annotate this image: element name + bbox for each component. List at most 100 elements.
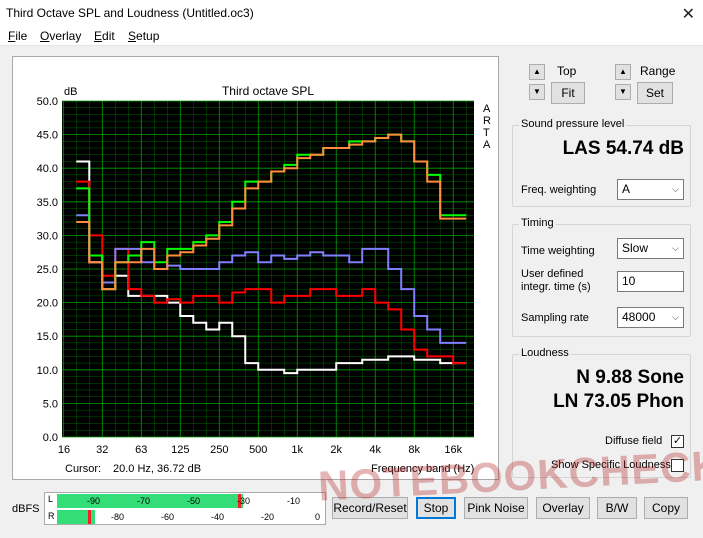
time-weighting-select[interactable]: Slow ⌵ [617,238,684,259]
meter-left-peak [238,494,241,508]
range-label: Range [640,64,676,78]
chart-title: Third octave SPL [222,84,314,98]
meter-top-tick: -30 [237,496,251,506]
close-icon[interactable]: ✕ [681,4,695,23]
range-down-button[interactable]: ▼ [615,84,631,100]
x-tick-label: 16k [444,444,462,456]
overlay-button[interactable]: Overlay [536,497,590,519]
series-line-0 [76,160,467,375]
x-tick-label: 4k [369,444,381,456]
meter-right-bar [57,510,95,524]
freq-weighting-select[interactable]: A ⌵ [617,179,684,200]
freq-weighting-label: Freq. weighting [521,184,597,196]
loudness-group-title: Loudness [519,347,571,359]
sampling-rate-select[interactable]: 48000 ⌵ [617,307,684,328]
y-unit-label: dB [64,86,77,98]
plot-series [76,133,467,375]
meter-bottom-tick: -60 [161,512,175,522]
series-line-1 [76,180,467,365]
y-tick-label: 15.0 [37,331,58,343]
arta-letter-t: T [483,127,490,139]
window-title: Third Octave SPL and Loudness (Untitled.… [6,6,254,20]
x-tick-label: 32 [96,444,108,456]
graph-panel: 50.0 45.0 40.0 35.0 30.0 25.0 20.0 15.0 10.0 5.0 0… [12,56,499,480]
y-tick-label: 25.0 [37,264,58,276]
x-tick-label: 2k [330,444,342,456]
cursor-value: 20.0 Hz, 36.72 dB [113,463,201,475]
meter-top-tick: -90 [87,496,101,506]
title-bar: Third Octave SPL and Loudness (Untitled.… [0,0,703,26]
user-defined-label: User defined [521,268,584,280]
meter-right-peak [88,510,91,524]
y-tick-labels: 50.0 45.0 40.0 35.0 30.0 25.0 20.0 15.0 10.0 5.0 0… [37,96,58,444]
y-tick-label: 40.0 [37,163,58,175]
dbfs-label: dBFS [12,503,40,515]
meter-top-tick: -10 [287,496,301,506]
range-up-button[interactable]: ▲ [615,64,631,80]
show-specific-loudness-checkbox[interactable] [671,459,684,472]
sampling-rate-value: 48000 [622,310,656,324]
menu-file[interactable]: File [8,29,28,43]
copy-button[interactable]: Copy [644,497,688,519]
menu-overlay[interactable]: Overlay [40,29,82,43]
loudness-ln-value: LN 73.05 Phon [553,391,684,412]
y-tick-label: 10.0 [37,365,58,377]
spl-group-title: Sound pressure level [519,118,627,130]
loudness-n-value: N 9.88 Sone [576,367,684,388]
meter-bottom-tick: -40 [211,512,225,522]
x-tick-label: 500 [249,444,267,456]
x-tick-label: 63 [135,444,147,456]
meter-top-tick: -50 [187,496,201,506]
time-weighting-label: Time weighting [521,245,595,257]
meter-r-label: R [48,511,55,521]
y-tick-label: 50.0 [37,96,58,108]
top-down-button[interactable]: ▼ [529,84,545,100]
record-reset-button[interactable]: Record/Reset [332,497,408,519]
y-tick-label: 30.0 [37,230,58,242]
x-tick-label: 8k [408,444,420,456]
meter-l-label: L [48,494,54,504]
pink-noise-button[interactable]: Pink Noise [464,497,528,519]
menu-edit[interactable]: Edit [94,29,115,43]
top-up-button[interactable]: ▲ [529,64,545,80]
y-tick-label: 5.0 [43,398,58,410]
set-button[interactable]: Set [637,82,673,104]
fit-button[interactable]: Fit [551,82,585,104]
level-meter: L R -90 -70 -50 -30 -10 -80 -60 -40 -20 … [44,492,326,525]
show-specific-loudness-label: Show Specific Loudness [551,459,671,471]
loudness-group: Loudness N 9.88 Sone LN 73.05 Phon Diffu… [512,347,691,478]
diffuse-field-checkbox[interactable]: ✓ [671,435,684,448]
x-tick-label: 125 [171,444,189,456]
meter-left-bar [57,494,244,508]
stop-button[interactable]: Stop [416,497,456,519]
series-line-4 [76,133,467,291]
x-tick-labels: 16 32 63 125 250 500 1k 2k 4k 8k 16k [58,444,463,456]
y-tick-label: 35.0 [37,197,58,209]
spl-chart[interactable]: 50.0 45.0 40.0 35.0 30.0 25.0 20.0 15.0 10.0 5.0 0… [13,57,500,481]
spl-value: LAS 54.74 dB [562,138,684,159]
arta-letter-a2: A [483,139,491,151]
y-tick-label: 45.0 [37,130,58,142]
x-tick-label: 1k [291,444,303,456]
y-tick-label: 0.0 [43,432,58,444]
top-label: Top [557,64,577,78]
chevron-down-icon: ⌵ [672,184,679,194]
time-weighting-value: Slow [622,241,649,255]
y-tick-label: 20.0 [37,298,58,310]
arta-letter-r: R [483,115,491,127]
meter-bottom-tick: -20 [261,512,275,522]
meter-bottom-tick: -80 [111,512,125,522]
menu-setup[interactable]: Setup [128,29,160,43]
arta-letter-a1: A [483,103,491,115]
x-tick-label: 16 [58,444,70,456]
integr-time-input[interactable]: 10 [617,271,684,292]
timing-group: Timing Time weighting Slow ⌵ User define… [512,217,691,337]
meter-top-tick: -70 [137,496,151,506]
freq-weighting-value: A [622,182,631,196]
spl-group: Sound pressure level LAS 54.74 dB Freq. … [512,118,691,207]
cursor-label: Cursor: [65,463,101,475]
chevron-down-icon: ⌵ [672,243,679,253]
bw-button[interactable]: B/W [597,497,637,519]
timing-group-title: Timing [519,217,556,229]
sampling-rate-label: Sampling rate [521,312,589,324]
